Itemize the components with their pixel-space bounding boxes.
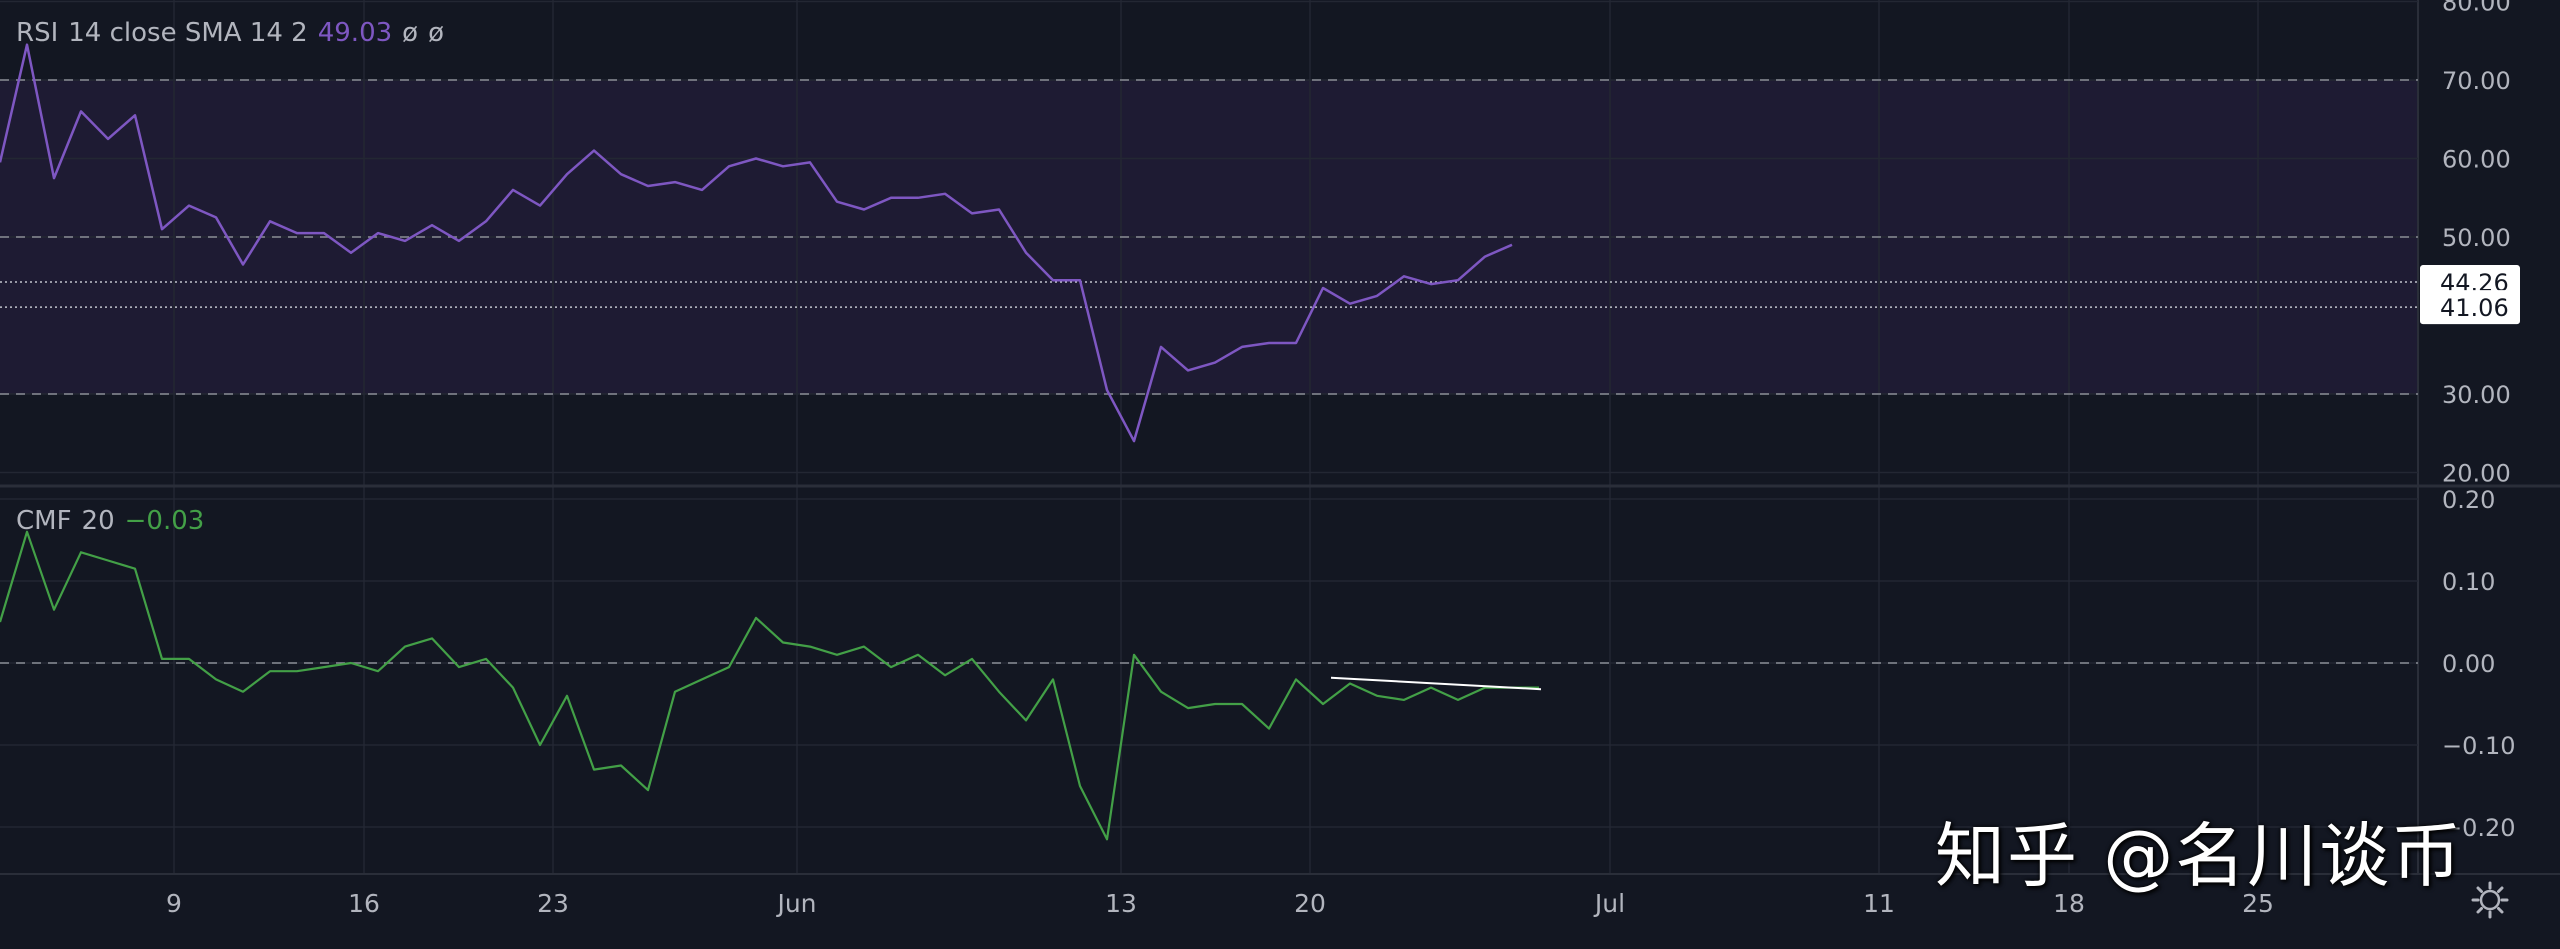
rsi-legend-name: RSI	[16, 18, 59, 48]
cmf-legend-name: CMF	[16, 506, 72, 536]
cmf-y-tick-label: 0.00	[2442, 650, 2495, 678]
time-axis-label: Jun	[775, 889, 816, 918]
time-axis-label: 9	[166, 889, 182, 918]
rsi-legend-na-1: ø	[402, 18, 419, 48]
rsi-y-tick-label: 60.00	[2442, 146, 2511, 174]
cmf-y-tick-label: −0.10	[2442, 732, 2516, 760]
time-axis-label: 23	[537, 889, 569, 918]
time-axis-label: 18	[2053, 889, 2085, 918]
rsi-legend[interactable]: RSI 14 close SMA 14 2 49.03 ø ø	[16, 18, 444, 48]
watermark: 知乎 @名川谈币	[1935, 815, 2464, 897]
rsi-y-tick-label: 70.00	[2442, 67, 2511, 95]
rsi-legend-value: 49.03	[317, 18, 393, 48]
cmf-trendline	[1330, 676, 1542, 691]
time-axis-label: 20	[1294, 889, 1326, 918]
rsi-y-tick-label: 20.00	[2442, 460, 2511, 488]
price-label-box	[2420, 290, 2520, 325]
time-axis-label: Jul	[1593, 889, 1625, 918]
time-axis-label: 11	[1863, 889, 1895, 918]
cmf-legend[interactable]: CMF 20 −0.03	[16, 506, 204, 536]
rsi-y-tick-label: 30.00	[2442, 381, 2511, 409]
rsi-y-tick-label: 50.00	[2442, 224, 2511, 252]
rsi-legend-na-2: ø	[428, 18, 444, 48]
cmf-y-tick-label: 0.20	[2442, 486, 2495, 514]
cmf-line	[0, 530, 1539, 841]
time-axis-label: 16	[348, 889, 380, 918]
rsi-y-tick-label: 80.00	[2442, 0, 2511, 17]
time-axis-label: 25	[2242, 889, 2274, 918]
cmf-legend-value: −0.03	[124, 506, 205, 536]
time-axis-label: 13	[1105, 889, 1137, 918]
rsi-legend-params: 14 close SMA 14 2	[68, 18, 308, 48]
cmf-y-tick-label: −0.20	[2442, 814, 2516, 842]
price-label-text: 41.06	[2440, 294, 2509, 322]
cmf-y-tick-label: 0.10	[2442, 568, 2495, 596]
cmf-legend-params: 20	[81, 506, 115, 536]
settings-gear-icon[interactable]	[2470, 880, 2510, 920]
